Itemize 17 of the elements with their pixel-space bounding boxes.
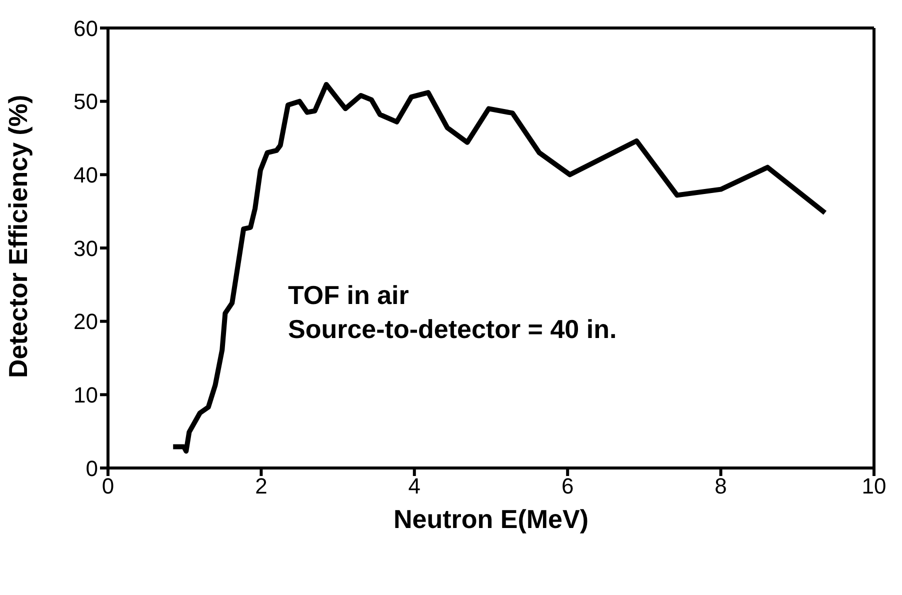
- y-tick-label: 0: [86, 456, 98, 481]
- x-tick-label: 8: [714, 474, 727, 499]
- y-tick-label: 50: [74, 89, 98, 114]
- y-tick-label: 40: [74, 162, 98, 188]
- x-tick-label: 10: [862, 474, 886, 499]
- y-tick-label: 30: [74, 236, 98, 261]
- x-tick-label: 0: [102, 474, 114, 499]
- y-tick-label: 10: [74, 382, 98, 408]
- x-tick-label: 4: [408, 474, 421, 499]
- annotation: TOF in air: [288, 279, 410, 312]
- y-axis-title: Detector Efficiency (%): [3, 94, 34, 378]
- annotation: Source-to-detector = 40 in.: [288, 313, 617, 346]
- y-tick-label: 60: [74, 16, 98, 41]
- y-tick-label: 20: [74, 309, 98, 334]
- x-axis-title: Neutron E(MeV): [394, 504, 588, 534]
- x-tick-label: 2: [255, 474, 268, 499]
- x-tick-label: 6: [561, 474, 574, 499]
